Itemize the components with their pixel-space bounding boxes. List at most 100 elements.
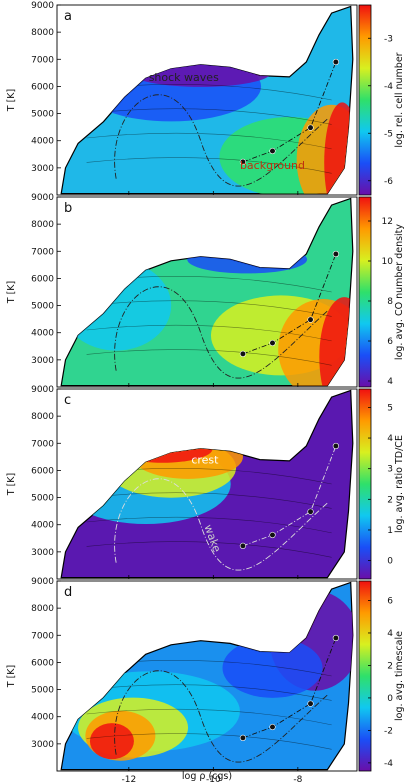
panel-b: 3000 4000 5000 6000 7000 8000 9000 T [K] b 12 10 8 6… (6, 193, 405, 388)
colorbar-tick-label: 6 (387, 337, 393, 347)
colorbar-tick-label: 0 (387, 694, 393, 704)
colorbar-tick-label: -4 (384, 82, 393, 92)
annotation-label: shock waves (149, 71, 219, 84)
y-tick-label: 3000 (31, 356, 54, 366)
colorbar-tick-label: 6 (387, 596, 393, 606)
heatmap-cell (319, 297, 353, 386)
y-tick-label: 8000 (31, 604, 54, 614)
annotation-label: background (240, 159, 305, 172)
track-marker (307, 124, 314, 131)
heatmap-cell (222, 637, 323, 698)
colorbar-gradient (358, 196, 372, 388)
panel-d: 3000 4000 5000 6000 7000 8000 9000 -12 -10 -8 T [K… (6, 577, 405, 782)
panel-a: 3000 4000 5000 6000 7000 8000 9000 T [K] a shock … (6, 1, 405, 196)
colorbar-label: log. avg. timescale (394, 631, 405, 721)
track-marker (239, 350, 247, 357)
track-marker (332, 634, 339, 642)
y-tick-label: 9000 (31, 1, 54, 11)
y-tick-label: 7000 (31, 55, 54, 65)
annotation-label: crest (191, 454, 219, 467)
plot-frame (56, 4, 358, 196)
colorbar-tick-label: -2 (384, 726, 393, 736)
panel-label: c (64, 393, 71, 408)
track-marker (332, 250, 339, 258)
track-marker (239, 158, 247, 165)
y-tick-label: 4000 (31, 137, 54, 147)
heatmap-region (60, 581, 354, 771)
x-tick-label: -10 (206, 775, 221, 782)
colorbar-tick-label: 1 (387, 526, 393, 536)
track-line (242, 253, 337, 355)
track-line (242, 637, 337, 739)
colorbar-tick-label: 2 (387, 661, 393, 671)
y-tick-label: 9000 (31, 193, 54, 203)
colorbar: 6 4 2 0 -2 -4 log. avg. timescale (358, 580, 405, 772)
contour-line (86, 300, 332, 317)
colorbar: 12 10 8 6 4 log. avg. CO number density (358, 196, 405, 388)
y-tick-label: 4000 (31, 329, 54, 339)
y-tick-label: 7000 (31, 439, 54, 449)
colorbar-label: log. avg. ratio TD/CE (394, 435, 405, 533)
track-marker (269, 531, 276, 539)
track-marker (269, 723, 276, 731)
panel-label: a (64, 9, 72, 24)
y-tick-label: 9000 (31, 385, 54, 395)
colorbar-tick-label: 5 (387, 403, 393, 413)
track-marker (239, 734, 247, 741)
y-tick-label: 4000 (31, 521, 54, 531)
plot-frame (56, 580, 358, 772)
track-marker (332, 58, 339, 66)
track-line (242, 445, 337, 547)
colorbar-tick-label: 8 (387, 297, 393, 307)
heatmap-cells (61, 590, 353, 761)
y-tick-label: 5000 (31, 302, 54, 312)
colorbar-gradient (358, 580, 372, 772)
y-tick-label: 8000 (31, 220, 54, 230)
y-tick-label: 5000 (31, 110, 54, 120)
colorbar-tick-label: 10 (382, 257, 394, 267)
colorbar: 5 4 3 2 1 0 log. avg. ratio TD/CE (358, 388, 405, 580)
track-marker (307, 316, 314, 323)
colorbar-label: log. rel. cell number (394, 52, 405, 147)
y-tick-label: 4000 (31, 713, 54, 723)
colorbar-tick-label: 4 (387, 377, 393, 387)
colorbar-tick-label: -6 (384, 177, 393, 187)
colorbar: -3 -4 -5 -6 log. rel. cell number (358, 4, 405, 196)
track-line (242, 61, 337, 163)
track-marker (269, 147, 276, 155)
y-tick-label: 9000 (31, 577, 54, 587)
x-tick-label: -12 (121, 775, 136, 782)
contour-line (86, 108, 332, 125)
plot-frame (56, 388, 358, 580)
contour-line (86, 684, 332, 701)
colorbar-tick-label: 4 (387, 434, 393, 444)
y-tick-label: 8000 (31, 412, 54, 422)
y-axis-label: T [K] (6, 281, 17, 304)
y-tick-label: 6000 (31, 658, 54, 668)
colorbar-gradient (358, 4, 372, 196)
heatmap-cell (89, 723, 134, 760)
y-tick-label: 8000 (31, 28, 54, 38)
track-marker (332, 442, 339, 450)
y-tick-label: 6000 (31, 274, 54, 284)
y-tick-label: 6000 (31, 82, 54, 92)
trajectory-line (114, 286, 328, 379)
contour-line (86, 733, 332, 750)
y-axis-label: T [K] (6, 89, 17, 112)
y-tick-label: 5000 (31, 686, 54, 696)
colorbar-tick-label: 2 (387, 495, 393, 505)
y-tick-label: 5000 (31, 494, 54, 504)
trajectory-line (114, 478, 328, 571)
colorbar-label: log. avg. CO number density (394, 224, 405, 360)
colorbar-tick-label: 0 (387, 557, 393, 567)
y-tick-label: 7000 (31, 631, 54, 641)
x-tick-label: -8 (293, 775, 302, 782)
y-tick-label: 6000 (31, 466, 54, 476)
colorbar-tick-label: 3 (387, 465, 393, 475)
panel-label: b (64, 201, 72, 216)
y-tick-label: 7000 (31, 247, 54, 257)
track-marker (269, 339, 276, 347)
contour-line (86, 157, 332, 174)
